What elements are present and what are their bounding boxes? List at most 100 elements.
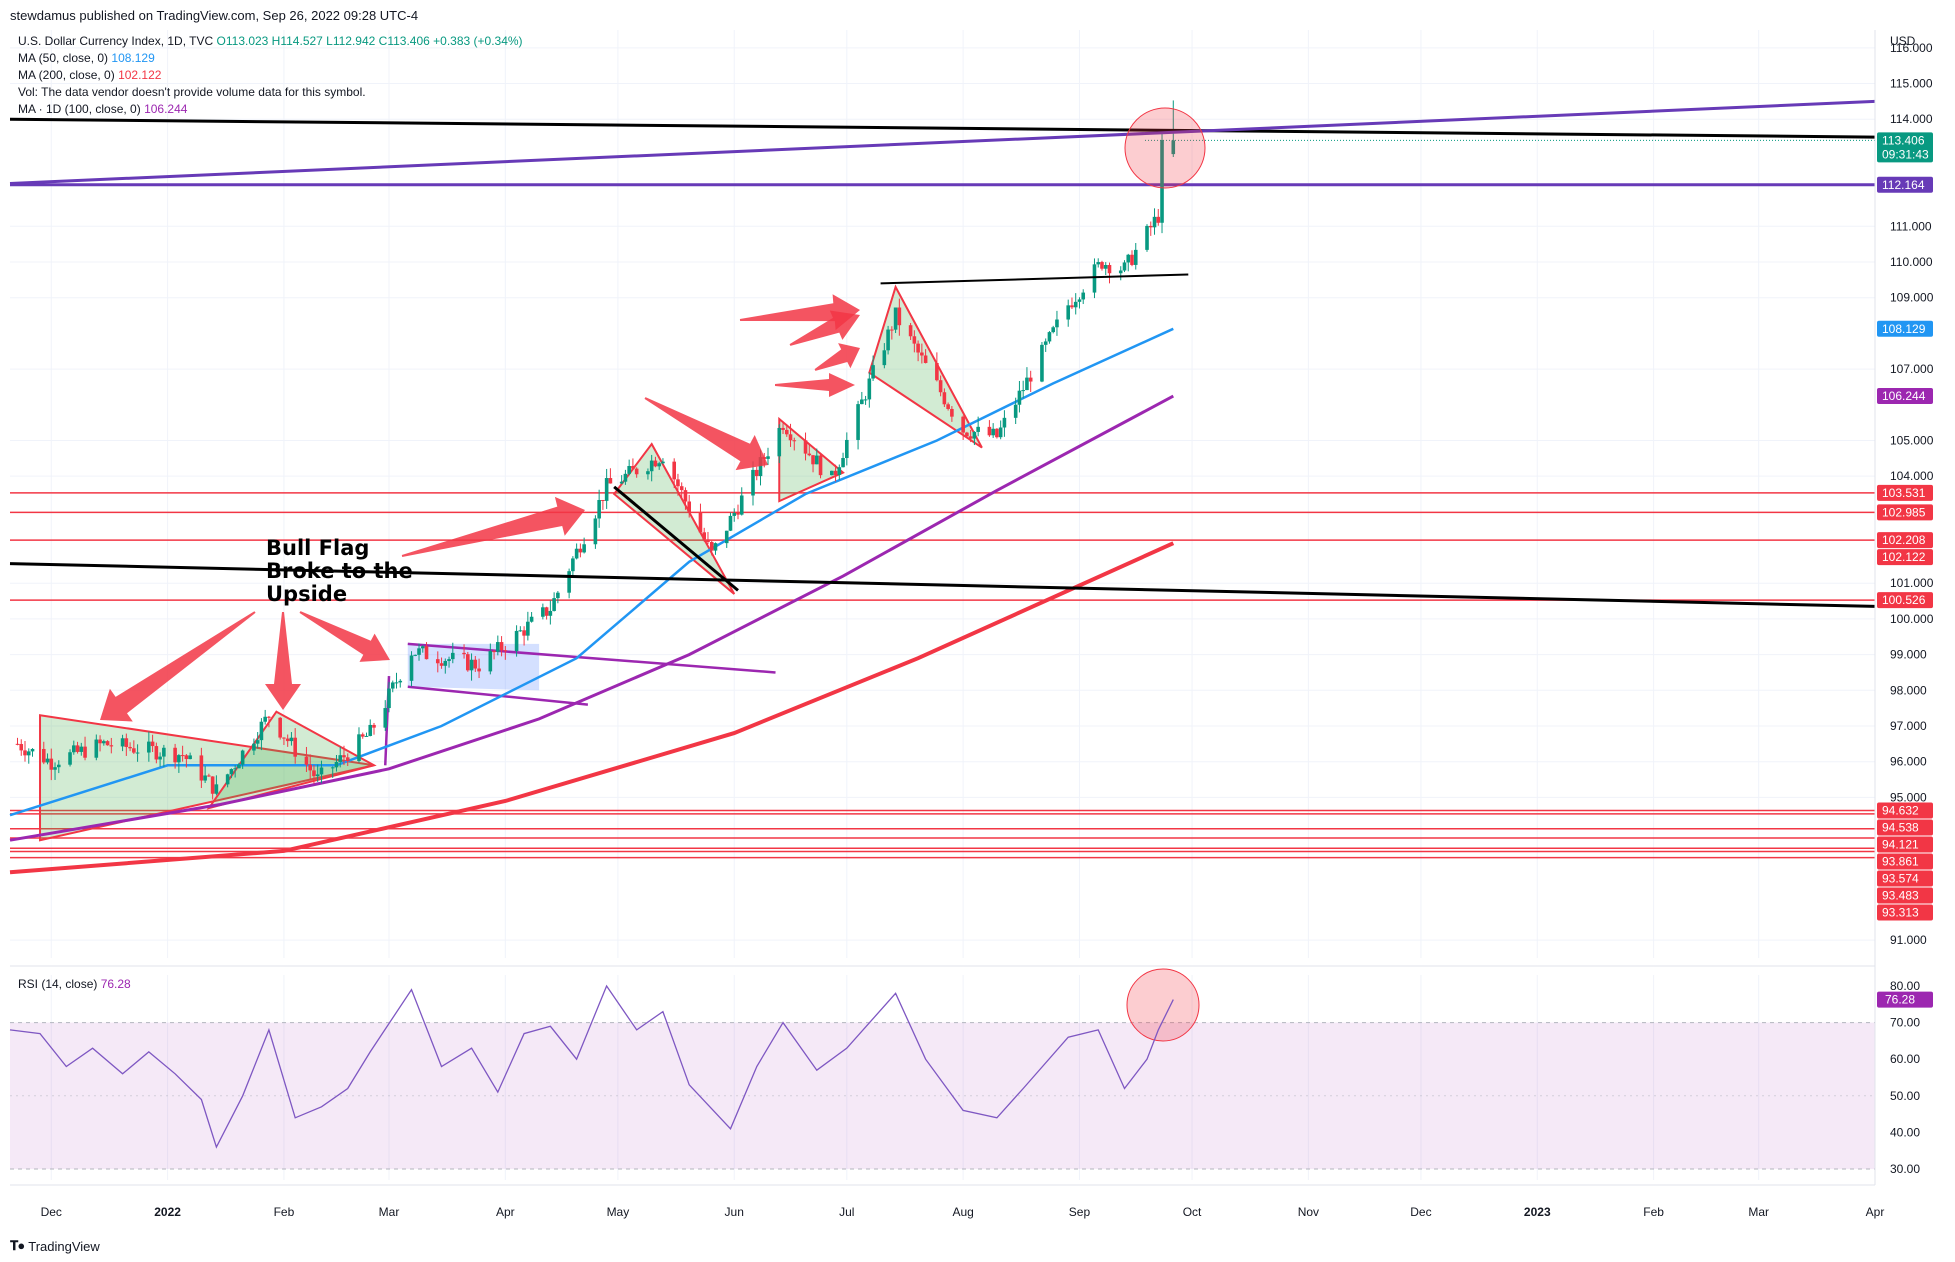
arrow[interactable] <box>299 611 391 662</box>
flag-channel-line[interactable] <box>407 642 776 674</box>
candle[interactable] <box>1145 225 1149 250</box>
candle[interactable] <box>923 355 928 363</box>
candle[interactable] <box>338 755 343 762</box>
candle[interactable] <box>653 460 658 467</box>
candle[interactable] <box>120 738 125 747</box>
candle[interactable] <box>1025 377 1029 391</box>
candle[interactable] <box>462 652 466 655</box>
candle[interactable] <box>409 655 414 681</box>
candle[interactable] <box>19 744 24 751</box>
candle[interactable] <box>312 770 316 777</box>
candle[interactable] <box>912 336 917 344</box>
candle[interactable] <box>188 755 192 760</box>
candle[interactable] <box>330 767 335 769</box>
candle[interactable] <box>893 307 898 330</box>
candle[interactable] <box>968 436 973 439</box>
candle[interactable] <box>180 755 185 757</box>
candle[interactable] <box>237 764 241 769</box>
candle[interactable] <box>544 607 549 616</box>
candle[interactable] <box>679 486 684 491</box>
candle[interactable] <box>845 439 849 459</box>
candles[interactable] <box>15 100 1176 800</box>
candle[interactable] <box>342 755 346 758</box>
candle[interactable] <box>995 428 999 438</box>
tradingview-footer[interactable]: 𝐓● TradingView <box>10 1238 100 1254</box>
candle[interactable] <box>518 630 523 632</box>
candle[interactable] <box>387 688 391 709</box>
candle[interactable] <box>728 515 733 531</box>
candle[interactable] <box>1100 262 1104 269</box>
candle[interactable] <box>803 440 808 454</box>
candle[interactable] <box>908 325 913 337</box>
candle[interactable] <box>972 431 977 439</box>
candle[interactable] <box>499 642 504 651</box>
candle[interactable] <box>15 743 20 745</box>
candle[interactable] <box>754 469 759 477</box>
candle[interactable] <box>102 741 106 744</box>
candle[interactable] <box>390 682 395 689</box>
candle[interactable] <box>672 461 676 480</box>
candle[interactable] <box>920 352 924 356</box>
candle[interactable] <box>792 440 797 442</box>
candle[interactable] <box>649 460 654 472</box>
pattern-drawings[interactable] <box>39 284 983 842</box>
candle[interactable] <box>698 512 703 533</box>
candle[interactable] <box>541 607 545 617</box>
candle[interactable] <box>225 774 230 785</box>
candle[interactable] <box>987 426 992 436</box>
candle[interactable] <box>1002 417 1007 428</box>
candle[interactable] <box>627 466 631 474</box>
annotation-text[interactable]: Upside <box>266 582 347 606</box>
candle[interactable] <box>604 478 609 501</box>
candle[interactable] <box>1160 140 1164 223</box>
candle[interactable] <box>514 630 519 651</box>
flag-channel-line[interactable] <box>407 685 589 706</box>
candle[interactable] <box>1096 262 1101 265</box>
candle[interactable] <box>285 738 290 742</box>
candle[interactable] <box>623 473 628 482</box>
candle[interactable] <box>443 660 448 666</box>
candle[interactable] <box>315 774 320 777</box>
candle[interactable] <box>1133 249 1138 265</box>
candle[interactable] <box>447 659 451 661</box>
candle[interactable] <box>308 764 313 771</box>
candle[interactable] <box>1081 292 1086 300</box>
candle[interactable] <box>998 427 1003 438</box>
candle[interactable] <box>53 767 57 770</box>
candle[interactable] <box>255 740 260 744</box>
candle[interactable] <box>162 747 166 757</box>
candle[interactable] <box>890 329 894 331</box>
candle[interactable] <box>263 716 267 722</box>
candle[interactable] <box>732 513 737 516</box>
candle[interactable] <box>214 784 219 794</box>
candle[interactable] <box>965 432 969 437</box>
candle[interactable] <box>556 592 560 599</box>
candle[interactable] <box>529 616 534 622</box>
channel-trendline[interactable] <box>9 99 1876 185</box>
candle[interactable] <box>439 663 444 666</box>
triangle-pattern[interactable] <box>868 284 983 449</box>
candle[interactable] <box>289 737 294 742</box>
candle[interactable] <box>334 761 339 768</box>
candle[interactable] <box>916 343 920 353</box>
candle[interactable] <box>83 746 87 758</box>
trendline[interactable] <box>613 485 739 592</box>
candle[interactable] <box>210 776 215 794</box>
ma100-legend[interactable]: MA · 1D (100, close, 0) 106.244 <box>18 102 187 116</box>
candle[interactable] <box>30 748 35 752</box>
candle[interactable] <box>173 747 177 763</box>
candle[interactable] <box>1130 254 1134 265</box>
candle[interactable] <box>777 427 782 457</box>
candle[interactable] <box>946 404 950 409</box>
candle[interactable] <box>991 428 995 436</box>
candle[interactable] <box>619 481 624 484</box>
annotation-text[interactable]: Broke to the <box>266 559 413 583</box>
candle[interactable] <box>871 365 875 379</box>
candle[interactable] <box>68 752 72 765</box>
candle[interactable] <box>75 745 80 752</box>
candle[interactable] <box>79 746 84 752</box>
candle[interactable] <box>45 758 50 763</box>
candle[interactable] <box>203 775 207 781</box>
candle[interactable] <box>158 756 162 760</box>
arrow[interactable] <box>644 397 769 471</box>
